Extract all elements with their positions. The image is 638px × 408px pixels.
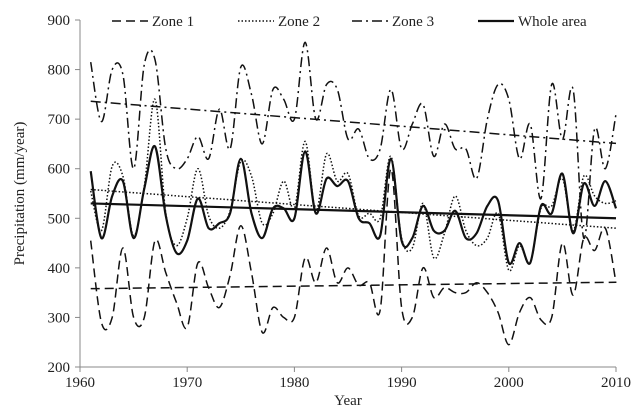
x-tick-label: 1980 [279,375,309,391]
axes [79,20,616,368]
legend-label-zone-3: Zone 3 [392,14,434,30]
series-line-zone-3 [89,41,617,239]
y-tick-label: 700 [48,112,71,128]
y-tick-label: 800 [48,63,71,79]
trend-line-zone-2 [90,188,617,229]
x-tick-labels: 1960 1970 1980 1990 2000 2010 [65,367,631,391]
series-line-zone-2 [89,98,617,272]
legend-label-zone-2: Zone 2 [278,14,320,30]
x-tick-label: 2010 [601,375,631,391]
y-tick-labels: 200 300 400 500 600 700 800 900 [48,13,80,376]
trend-line-zone-1 [90,281,617,290]
y-tick-label: 400 [48,261,71,277]
y-tick-label: 600 [48,162,71,178]
x-axis-title: Year [334,393,362,408]
legend: Zone 1 Zone 2 Zone 3 Whole area [112,14,587,30]
series-lines [89,41,618,346]
x-tick-label: 1990 [387,375,417,391]
y-tick-label: 200 [48,360,71,376]
legend-label-zone-1: Zone 1 [152,14,194,30]
x-tick-label: 1960 [65,375,95,391]
legend-label-whole-area: Whole area [518,14,587,30]
trend-line-zone-3 [90,100,617,145]
trend-lines [90,100,617,290]
x-tick-label: 1970 [172,375,202,391]
trend-line-whole-area [90,202,617,220]
y-axis-title: Precipitation (mm/year) [12,122,28,266]
y-tick-label: 900 [48,13,71,29]
series-line-whole-area [89,145,618,266]
y-tick-label: 500 [48,211,71,227]
x-tick-label: 2000 [494,375,524,391]
y-tick-label: 300 [48,310,71,326]
series-line-zone-1 [89,167,617,346]
